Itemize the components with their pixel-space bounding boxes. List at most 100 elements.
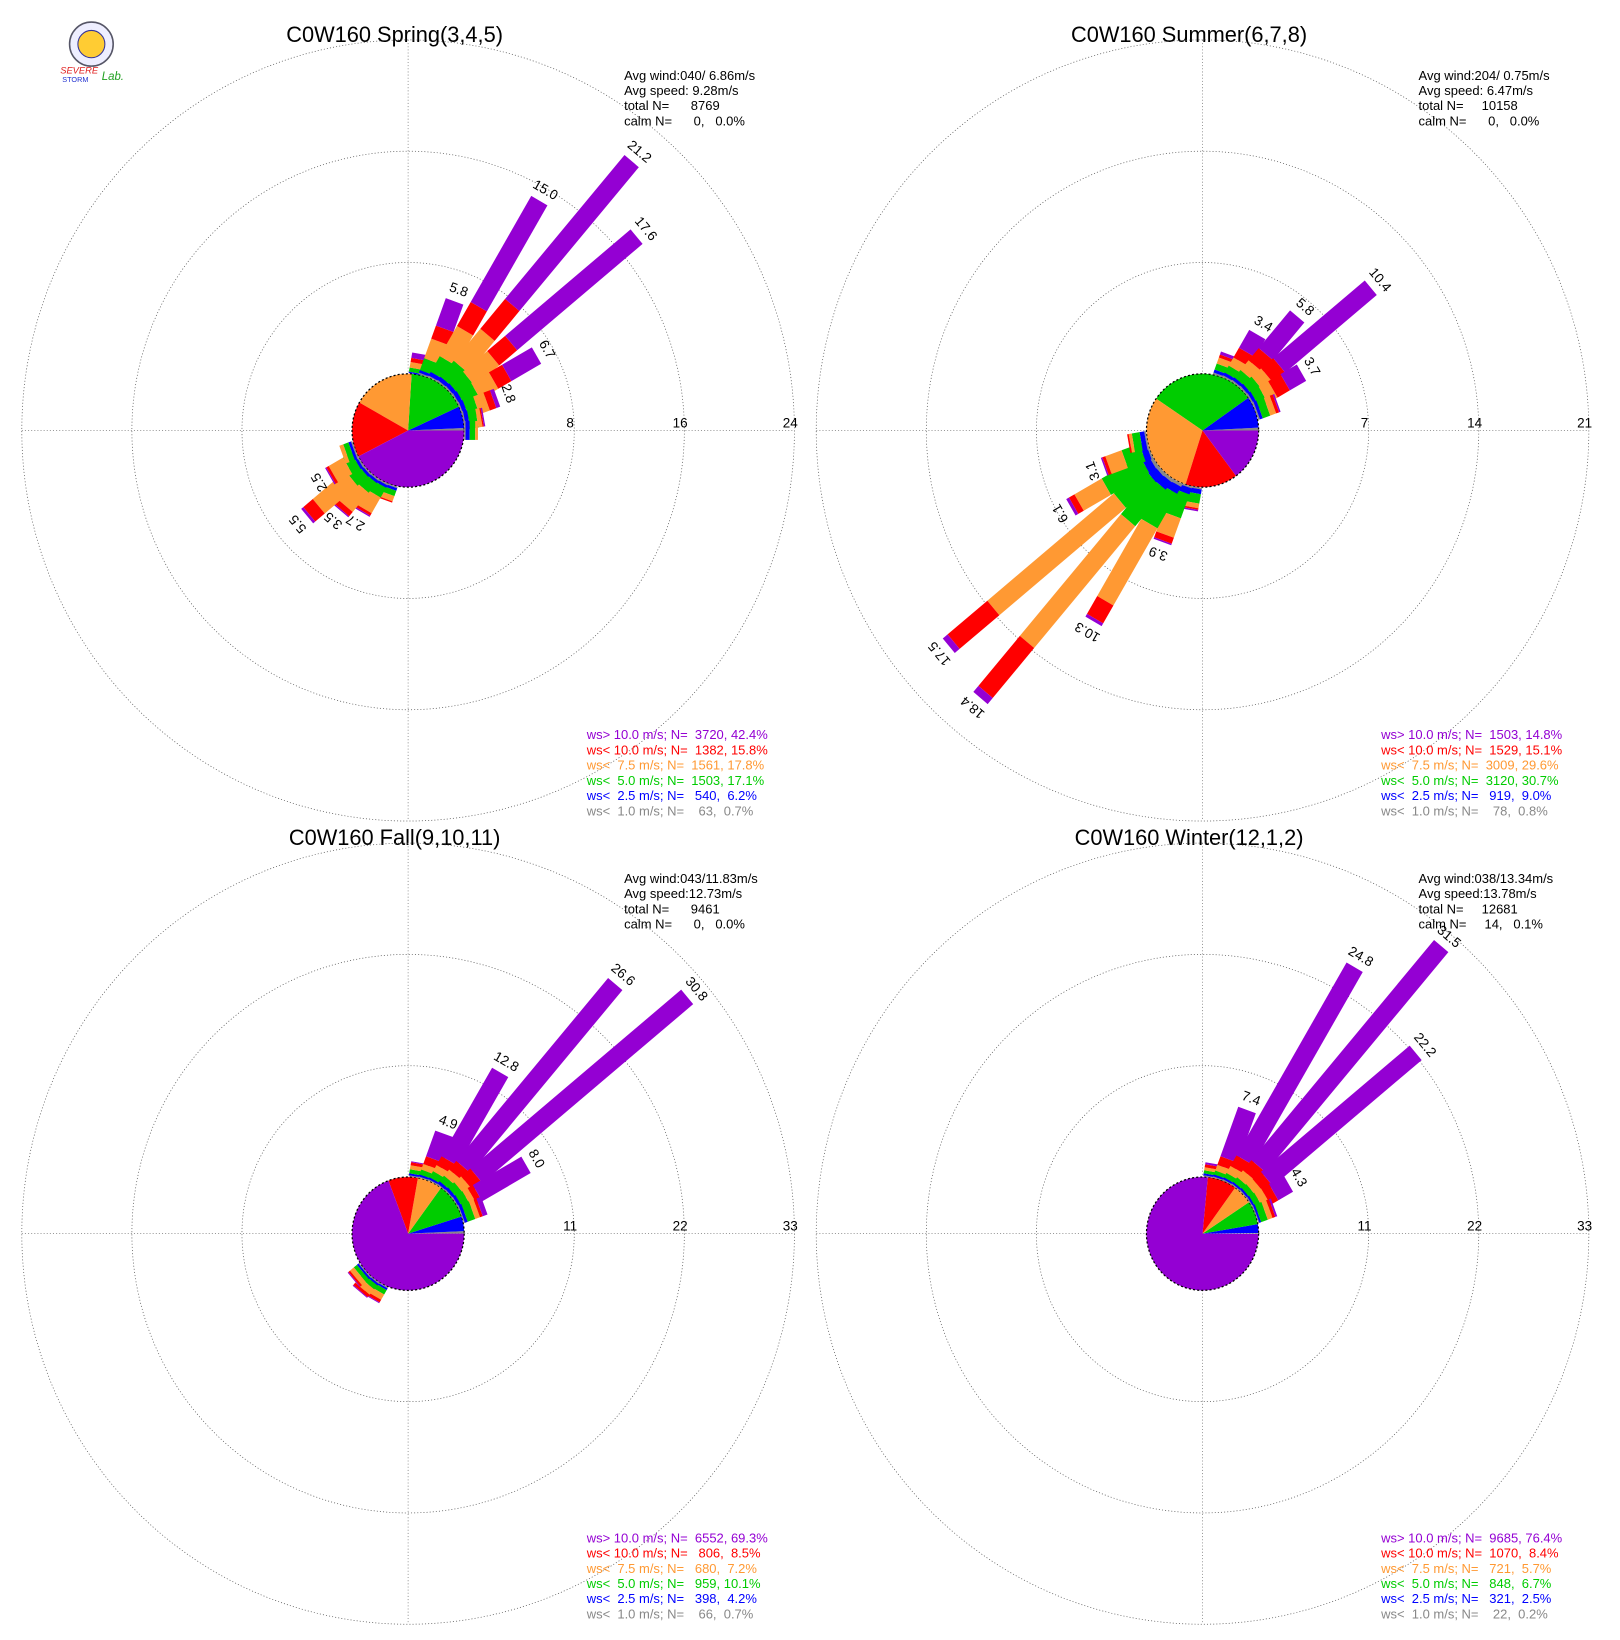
rose-segment: [1236, 962, 1363, 1165]
legend-entry: ws< 2.5 m/s; N= 321, 2.5%: [1380, 1591, 1552, 1606]
rose-segment: [1269, 394, 1280, 414]
rose-segment: [505, 155, 639, 312]
legend-entry: ws< 1.0 m/s; N= 22, 0.2%: [1380, 1606, 1548, 1621]
pie-slice: [359, 373, 412, 431]
rose-segment: [1097, 518, 1158, 606]
rose-segment: [325, 467, 336, 485]
grid-ring: [241, 262, 575, 599]
grid-ring: [925, 954, 1480, 1514]
rose-segment: [1252, 401, 1260, 420]
rose-segment: [480, 407, 486, 427]
wind-rose-panel: C0W160 Spring(3,4,5)8 16 245.815.021.217.6…: [21, 22, 798, 822]
rose-segment: [1154, 531, 1174, 544]
rose-segment: [453, 328, 495, 373]
legend-entry: ws> 10.0 m/s; N= 1503, 14.8%: [1380, 727, 1562, 742]
rose-segment: [348, 441, 358, 461]
rose-segment: [333, 504, 350, 518]
rose-segment: [1086, 596, 1114, 624]
wind-rose-panel: C0W160 Fall(9,10,11)11 22 334.912.826.6 30.…: [21, 825, 798, 1625]
pie-outline: [351, 1176, 465, 1292]
logo-text: Lab.: [102, 71, 124, 83]
stats-text: calm N= 0, 0.0%: [1419, 113, 1540, 128]
rose-segment: [353, 1264, 369, 1282]
rose-segment: [1254, 1201, 1268, 1223]
legend-entry: ws> 10.0 m/s; N= 9685, 76.4%: [1380, 1530, 1562, 1545]
legend-entry: ws< 7.5 m/s; N= 721, 5.7%: [1380, 1561, 1552, 1576]
rose-segment: [1100, 457, 1109, 476]
bar-total-label: 7.4: [1240, 1088, 1263, 1109]
stats-text: Avg speed: 9.28m/s: [624, 83, 739, 98]
rose-segment: [358, 1262, 372, 1279]
rose-segment: [1258, 310, 1305, 361]
pie-slice: [352, 402, 409, 457]
stats-text: total N= 9461: [624, 901, 720, 916]
rose-segment: [1268, 374, 1290, 398]
rose-segment: [505, 229, 643, 351]
rose-segment: [1019, 514, 1136, 649]
rose-segment: [441, 1067, 509, 1166]
pie-slice: [1185, 430, 1237, 488]
rose-segment: [947, 600, 1000, 649]
logo-text: SEVERE: [60, 64, 99, 75]
rose-segment: [942, 634, 960, 654]
rose-segment: [1120, 477, 1166, 527]
pie-slice: [1202, 1224, 1259, 1234]
wind-rose-panel: C0W160 Winter(12,1,2)11 22 337.424.831.522…: [815, 825, 1592, 1625]
stats-text: total N= 8769: [624, 98, 720, 113]
grid-ring: [131, 150, 685, 711]
pie-slice: [352, 1180, 465, 1291]
rose-segment: [476, 1196, 488, 1217]
rose-segment: [431, 325, 454, 346]
rose-segment: [1105, 450, 1128, 474]
rose-segment: [303, 499, 325, 522]
rose-segment: [488, 364, 512, 389]
chart-title: C0W160 Fall(9,10,11): [289, 825, 501, 850]
rose-segment: [468, 1199, 480, 1220]
rose-segment: [1144, 431, 1149, 450]
pie-slice: [1202, 427, 1259, 431]
rose-segment: [354, 503, 372, 516]
rose-segment: [1256, 397, 1271, 419]
rose-segment: [973, 685, 993, 705]
rose-segment: [349, 1267, 366, 1286]
legend-entry: ws< 2.5 m/s; N= 540, 6.2%: [586, 788, 758, 803]
grid-ring: [815, 39, 1590, 822]
stats-text: total N= 12681: [1419, 901, 1518, 916]
stats-text: Avg wind:204/ 0.75m/s: [1419, 68, 1551, 83]
rose-segment: [1261, 1200, 1273, 1220]
bar-total-label: 2.8: [498, 382, 518, 405]
r-tick-label: 11: [563, 1218, 577, 1233]
stats-text: Avg speed:13.78m/s: [1419, 886, 1538, 901]
grid-ring: [1036, 262, 1370, 599]
rose-segment: [353, 1282, 370, 1298]
rose-segment: [469, 421, 476, 440]
pie-slice: [408, 1216, 465, 1234]
rose-segment: [1066, 497, 1079, 516]
rose-segment: [1268, 1198, 1278, 1217]
legend-entry: ws< 2.5 m/s; N= 919, 9.0%: [1380, 788, 1552, 803]
rose-segment: [978, 635, 1035, 698]
rose-segment: [328, 457, 353, 483]
legend-entry: ws< 1.0 m/s; N= 78, 0.8%: [1380, 803, 1548, 818]
rose-segment: [1266, 1199, 1276, 1218]
rose-segment: [456, 978, 623, 1174]
rose-segment: [479, 407, 484, 427]
r-tick-label: 22: [1467, 1218, 1482, 1233]
rose-segment: [1252, 1204, 1262, 1223]
pie-slice: [408, 1231, 465, 1234]
logo-emblem-inner: [77, 29, 106, 59]
stats-text: Avg wind:038/13.34m/s: [1419, 871, 1554, 886]
rose-segment: [487, 335, 518, 366]
rose-segment: [1251, 940, 1449, 1173]
legend-entry: ws< 1.0 m/s; N= 66, 0.7%: [586, 1606, 754, 1621]
r-tick-label: 33: [783, 1218, 798, 1233]
legend-entry: ws> 10.0 m/s; N= 6552, 69.3%: [586, 1530, 768, 1545]
pie-slice: [1202, 1187, 1250, 1234]
grid-ring: [21, 39, 795, 822]
rose-segment: [312, 471, 358, 514]
stats-text: calm N= 0, 0.0%: [624, 917, 745, 932]
rose-segment: [338, 480, 369, 512]
bar-total-label: 3.1: [1082, 460, 1102, 483]
rose-segment: [1268, 1175, 1294, 1201]
